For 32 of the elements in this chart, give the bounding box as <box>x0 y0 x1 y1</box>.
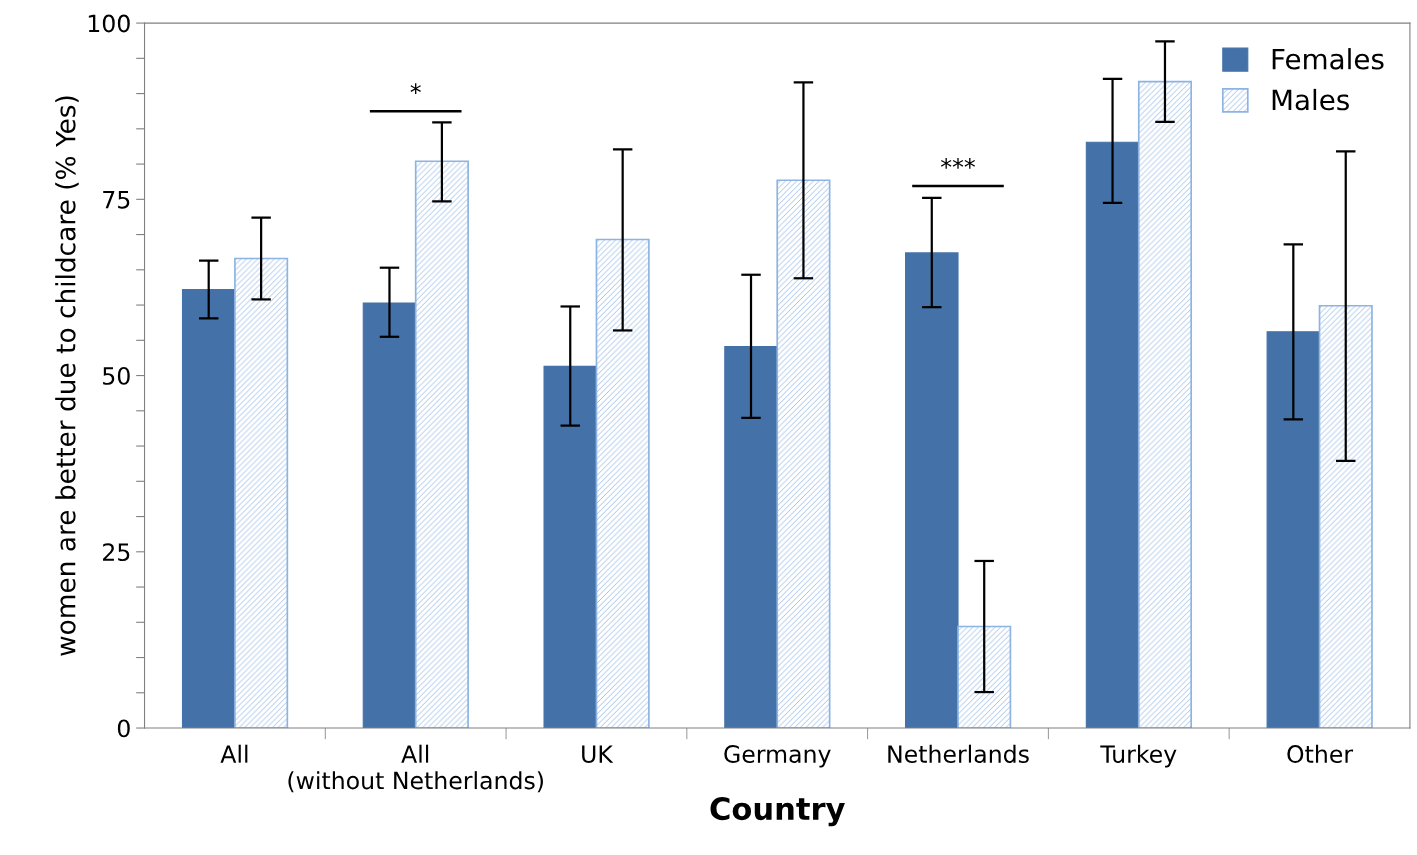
bar <box>595 238 650 729</box>
x-tick-label: Other <box>1287 744 1354 763</box>
x-tick-label: All <box>220 744 248 763</box>
bar <box>1137 80 1193 729</box>
x-tick-label: UK <box>582 745 614 763</box>
y-tick-label: 25 <box>103 543 130 562</box>
x-tick-label: Turkey <box>1100 744 1177 768</box>
bar <box>414 160 469 729</box>
x-tick-label: Germany <box>724 745 831 768</box>
bar <box>724 346 778 729</box>
legend-label: Males <box>1272 88 1349 111</box>
bar <box>362 302 417 729</box>
legend-label: Females <box>1272 48 1384 70</box>
x-tick-label: Netherlands <box>888 744 1029 763</box>
x-axis-title: Country <box>710 797 845 827</box>
bar <box>1085 141 1140 729</box>
bar <box>543 365 598 729</box>
y-axis-title: women are better due to childcare (% Yes) <box>55 96 79 656</box>
y-tick-label: 100 <box>88 14 130 33</box>
annotation: * <box>410 83 421 94</box>
x-tick-label: All (without Netherlands) <box>288 744 543 793</box>
bar <box>776 179 831 729</box>
bar <box>1318 304 1373 729</box>
bar <box>181 289 236 729</box>
bar <box>905 252 959 729</box>
bar <box>957 625 1012 729</box>
y-tick-label: 0 <box>117 719 130 738</box>
annotation: *** <box>940 157 975 169</box>
y-tick-label: 75 <box>103 191 130 209</box>
bar <box>234 257 289 729</box>
y-tick-label: 50 <box>103 367 130 385</box>
bar <box>1266 331 1321 729</box>
